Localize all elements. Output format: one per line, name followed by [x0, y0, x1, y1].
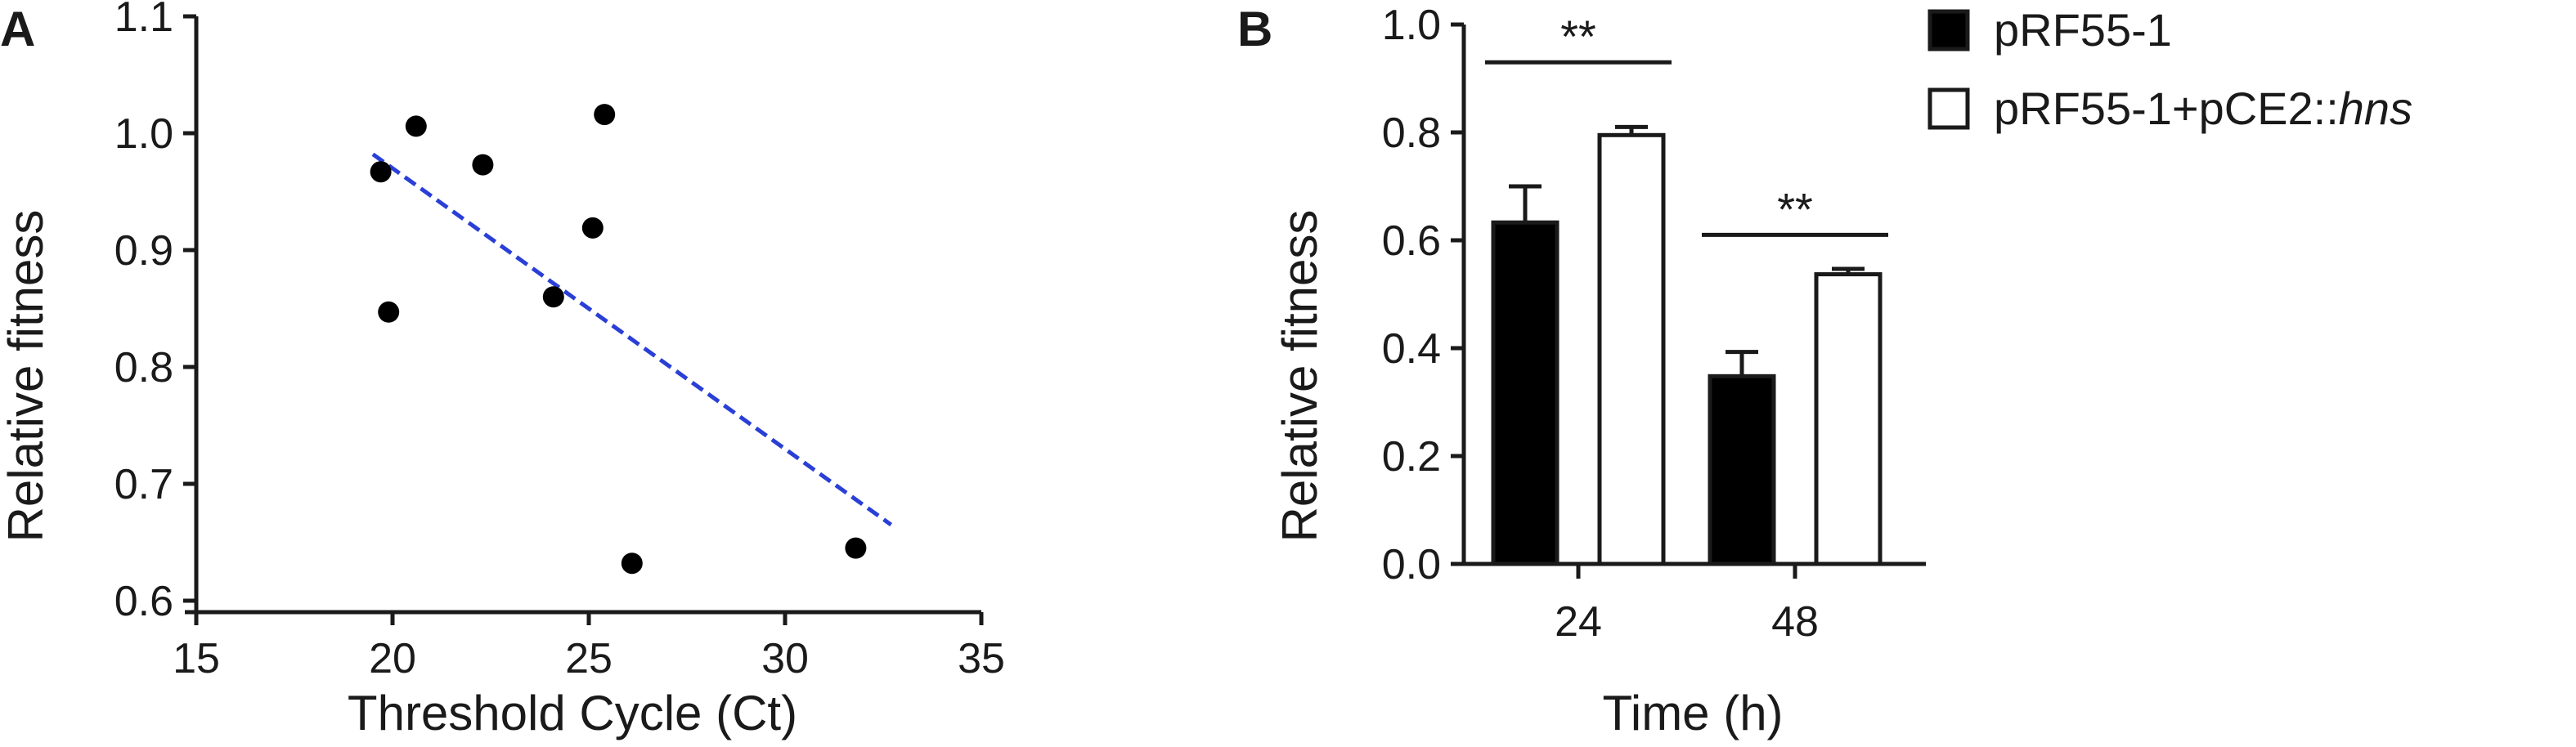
- panel-a-y-tick-label: 0.9: [114, 227, 173, 275]
- panel-a-y-tick-label: 1.1: [114, 0, 173, 41]
- panel-b-bars: [1491, 124, 1883, 566]
- panel-b-y-tick-label: 0.8: [1382, 110, 1441, 157]
- panel-a-scatter-plot: A Relative fitness Threshold Cycle (Ct) …: [0, 0, 1005, 740]
- panel-b-x-tick-label: 48: [1771, 598, 1819, 646]
- panel-a-data-point: [621, 552, 643, 575]
- panel-b-bar: [1597, 132, 1666, 566]
- panel-a-y-tick-label: 0.7: [114, 461, 173, 508]
- panel-a-y-tick-label: 0.6: [114, 578, 173, 625]
- panel-a-x-tick-label: 30: [761, 635, 809, 682]
- panel-b-legend-swatch: [1928, 87, 1970, 130]
- panel-a-trendline-line: [371, 152, 893, 527]
- panel-b-y-axis-label: Relative fitness: [1272, 210, 1327, 543]
- panel-b-legend-label: pRF55-1+pCE2::hns: [1994, 83, 2412, 134]
- panel-a-trendline: [371, 152, 893, 527]
- panel-b-x-tick-label: 24: [1555, 598, 1602, 646]
- panel-b-ticks: 0.0 0.2 0.4 0.6 0.8 1.0 24 48: [1382, 2, 1819, 646]
- panel-b-significance-label: **: [1777, 183, 1813, 235]
- panel-a-data-point: [581, 217, 604, 239]
- panel-a-label: A: [0, 2, 35, 56]
- panel-a-x-tick-label: 20: [369, 635, 416, 682]
- panel-a-y-tick-label: 1.0: [114, 110, 173, 158]
- panel-b-y-tick-label: 0.2: [1382, 433, 1441, 481]
- panel-a-data-point: [370, 161, 392, 183]
- panel-a-points: [370, 104, 867, 575]
- panel-a-data-point: [845, 537, 867, 559]
- panel-a-data-point: [378, 301, 400, 323]
- panel-a-x-tick-label: 25: [565, 635, 613, 682]
- panel-b-y-tick-label: 1.0: [1382, 2, 1441, 49]
- panel-b-bar-chart: B Relative fitness Time (h) 0.0 0.2 0.4 0.6…: [1237, 2, 2412, 740]
- panel-a-ticks: 0.6 0.7 0.8 0.9 1.0 1.1 15 20 25 30 35: [114, 0, 1005, 682]
- panel-b-x-axis-label: Time (h): [1602, 686, 1783, 740]
- panel-a-y-tick-label: 0.8: [114, 344, 173, 391]
- panel-a-axes: [185, 16, 981, 615]
- panel-b-legend-label: pRF55-1: [1994, 4, 2172, 56]
- panel-a-data-point: [472, 154, 494, 176]
- panel-b-significance-label: **: [1560, 11, 1596, 62]
- panel-b-significance: ** **: [1485, 11, 1888, 237]
- panel-b-y-tick-label: 0.6: [1382, 217, 1441, 265]
- panel-b-bar: [1814, 272, 1883, 566]
- panel-b-bar: [1708, 374, 1776, 566]
- panel-b-y-tick-label: 0.4: [1382, 325, 1441, 373]
- panel-a-data-point: [594, 104, 616, 126]
- panel-a-x-axis-label: Threshold Cycle (Ct): [348, 686, 797, 740]
- panel-a-data-point: [405, 115, 427, 137]
- panel-a-x-tick-label: 35: [958, 635, 1005, 682]
- panel-a-data-point: [542, 286, 564, 308]
- panel-b-bar: [1491, 220, 1560, 566]
- panel-b-legend-swatch: [1928, 9, 1970, 51]
- panel-a-x-tick-label: 15: [173, 635, 220, 682]
- panel-a-y-axis-label: Relative fitness: [0, 210, 53, 543]
- panel-b-label: B: [1237, 2, 1272, 56]
- panel-b-y-tick-label: 0.0: [1382, 541, 1441, 588]
